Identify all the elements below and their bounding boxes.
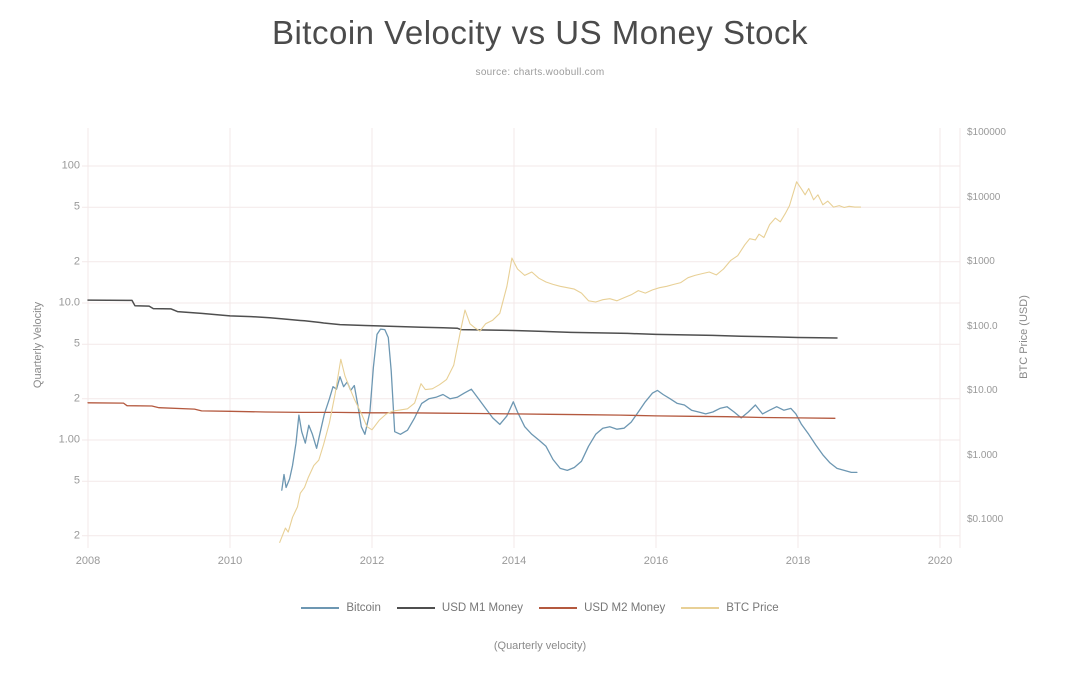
y-right-tick-label: $10.00 bbox=[967, 385, 998, 396]
legend: Bitcoin USD M1 Money USD M2 Money BTC Price bbox=[0, 602, 1080, 614]
y-axis-left-title: Quarterly Velocity bbox=[32, 301, 44, 389]
legend-item-btc-price[interactable]: BTC Price bbox=[681, 602, 779, 614]
legend-swatch bbox=[396, 607, 435, 609]
y-right-tick-label: $10000 bbox=[967, 191, 1001, 203]
series-line-btc-price bbox=[279, 181, 862, 543]
y-left-tick-label: 5 bbox=[73, 337, 80, 350]
x-tick-label: 2010 bbox=[217, 555, 243, 567]
y-left-tick-label: 5 bbox=[73, 474, 80, 487]
y-right-tick-label: $1.000 bbox=[967, 449, 998, 461]
x-tick-label: 2020 bbox=[927, 555, 953, 567]
y-right-tick-label: $0.1000 bbox=[967, 514, 1004, 525]
y-right-tick-label: $1000 bbox=[967, 256, 995, 267]
series-line-usd-m2-money bbox=[87, 402, 836, 419]
x-tick-label: 2008 bbox=[75, 555, 101, 567]
x-tick-label: 2018 bbox=[785, 555, 811, 567]
y-left-tick-label: 2 bbox=[73, 392, 80, 405]
y-right-tick-label: $100000 bbox=[967, 127, 1006, 138]
y-left-tick-label: 10.0 bbox=[58, 296, 80, 309]
y-left-tick-label: 5 bbox=[73, 200, 80, 213]
page-title: Bitcoin Velocity vs US Money Stock bbox=[271, 14, 809, 51]
source-label: source: charts.woobull.com bbox=[475, 67, 605, 78]
x-tick-label: 2016 bbox=[643, 555, 669, 567]
legend-swatch bbox=[681, 607, 720, 609]
legend-swatch bbox=[539, 607, 578, 609]
legend-label: USD M2 Money bbox=[584, 602, 666, 614]
legend-label: USD M1 Money bbox=[441, 602, 524, 614]
series-line-bitcoin bbox=[281, 328, 858, 491]
x-tick-label: 2012 bbox=[359, 555, 385, 567]
y-left-tick-label: 1.00 bbox=[58, 433, 80, 446]
y-left-tick-label: 2 bbox=[73, 529, 80, 542]
y-axis-right-title: BTC Price (USD) bbox=[1018, 295, 1030, 379]
legend-item-usd-m1-money[interactable]: USD M1 Money bbox=[396, 602, 524, 614]
caption: (Quarterly velocity) bbox=[493, 640, 587, 652]
x-tick-label: 2014 bbox=[501, 555, 527, 567]
legend-label: BTC Price bbox=[726, 602, 779, 614]
legend-label: Bitcoin bbox=[346, 602, 381, 614]
y-left-tick-label: 2 bbox=[73, 255, 80, 268]
legend-swatch bbox=[301, 607, 340, 609]
y-left-tick-label: 100 bbox=[61, 159, 80, 172]
legend-item-bitcoin[interactable]: Bitcoin bbox=[301, 602, 381, 614]
legend-item-usd-m2-money[interactable]: USD M2 Money bbox=[539, 602, 665, 614]
y-right-tick-label: $100.0 bbox=[967, 320, 998, 332]
series-line-usd-m1-money bbox=[87, 299, 838, 339]
